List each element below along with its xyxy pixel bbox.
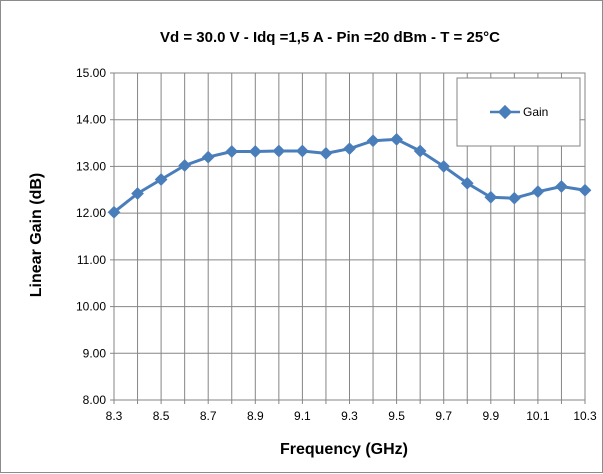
x-tick-label: 9.7: [435, 409, 452, 423]
gain-data-point: [413, 144, 427, 158]
gain-data-point: [555, 180, 568, 193]
y-tick-label: 14.00: [76, 113, 106, 127]
y-tick-label: 12.00: [76, 206, 106, 220]
x-axis-title: Frequency (GHz): [280, 441, 408, 458]
gain-data-point: [201, 150, 215, 164]
x-tick-label: 8.7: [200, 409, 217, 423]
gain-data-point: [319, 146, 333, 160]
x-tick-label: 10.1: [526, 409, 550, 423]
y-tick-label: 10.00: [76, 300, 106, 314]
x-tick-label: 10.3: [573, 409, 597, 423]
gain-data-point: [225, 145, 239, 158]
legend-marker: [497, 104, 513, 120]
x-tick-label: 9.1: [294, 409, 311, 423]
gain-data-point: [578, 183, 592, 197]
x-tick-label: 9.9: [482, 409, 499, 423]
gain-data-point: [366, 134, 380, 148]
gain-data-point: [531, 185, 545, 199]
y-tick-label: 15.00: [76, 66, 106, 80]
gain-data-point: [272, 144, 286, 158]
gain-data-point: [390, 132, 403, 146]
gain-data-point: [248, 145, 262, 158]
y-tick-label: 11.00: [77, 253, 106, 267]
chart-title: Vd = 30.0 V - Idq =1,5 A - Pin =20 dBm -…: [160, 29, 500, 46]
gain-data-point: [131, 187, 144, 200]
x-tick-label: 8.3: [106, 409, 123, 423]
y-tick-label: 9.00: [83, 346, 107, 360]
gain-data-point: [296, 144, 309, 158]
y-tick-label: 13.00: [76, 159, 106, 173]
gain-data-point: [107, 205, 121, 219]
y-tick-label: 8.00: [83, 393, 107, 407]
gain-data-point: [460, 176, 474, 190]
gain-data-point: [343, 142, 356, 156]
gain-data-point: [437, 160, 451, 173]
gain-data-point: [507, 191, 521, 205]
axis-ticks: 8.00 9.00 10.00 11.00 12.00 13.00 14.00 15.00 8.…: [76, 66, 597, 423]
x-tick-label: 8.5: [153, 409, 170, 423]
legend-label: Gain: [523, 105, 548, 119]
gain-data-point: [154, 173, 168, 186]
x-tick-label: 9.3: [341, 409, 358, 423]
x-tick-label: 9.5: [388, 409, 405, 423]
x-tick-label: 8.9: [247, 409, 264, 423]
legend: Gain: [456, 77, 581, 147]
gain-data-point: [178, 159, 192, 172]
y-axis-title: Linear Gain (dB): [28, 173, 45, 297]
gain-data-point: [484, 190, 498, 204]
